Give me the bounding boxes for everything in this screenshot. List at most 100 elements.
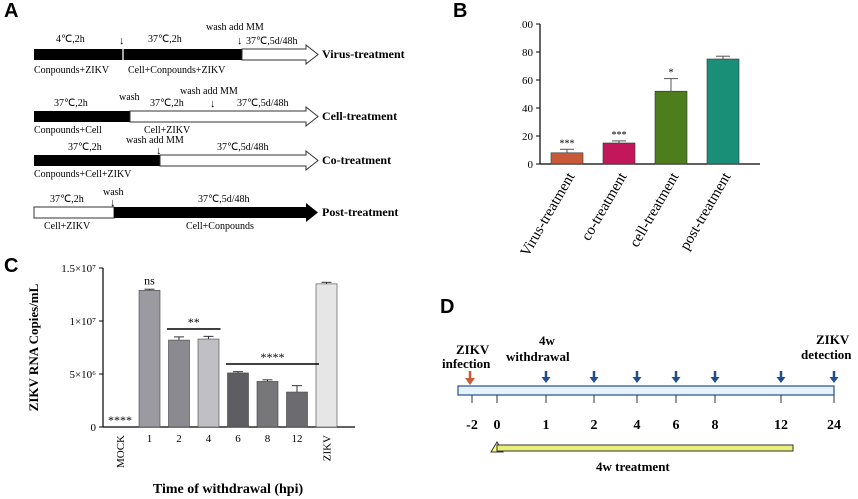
detection-label: ZIKV [816,332,850,347]
x-tick-label: 2 [176,433,182,445]
withdrawal-label: 4w [539,333,556,348]
panel-a-schematic: 4℃,2h ↓ 37℃,2h wash add MM ↓ 37℃,5d/48h … [33,22,405,232]
step-label: 37℃,5d/48h [237,98,289,109]
x-tick-label: cell-treatment [627,169,683,250]
panel-label-a: A [4,0,19,22]
step-label: 37℃,5d/48h [246,36,298,47]
significance-label: ns [144,273,155,287]
bar [550,152,584,165]
below-label: Cell+ZIKV [144,125,191,136]
phase-arrow [129,105,319,128]
step-label: 37℃,2h [150,98,184,109]
x-tick-label: post-treatment [677,169,735,253]
below-label: Conpounds+Cell+ZIKV [34,169,132,180]
x-axis-label: Time of withdrawal (hpi) [153,482,304,497]
y-tick-label: 5×10⁶ [69,369,96,381]
phase-black-bar [34,49,242,60]
timeline-bar [457,385,835,396]
bar [138,289,161,428]
significance-label: *** [612,130,627,141]
withdrawal-label: withdrawal [506,349,570,364]
timeline-tick-label: 0 [494,418,501,433]
step-label: 37℃,2h [50,194,84,205]
row-co-treatment: 37℃,2h wash add MM ↓ 37℃,5d/48h Co-treat… [34,135,391,180]
timeline-tick-label: 4 [634,418,641,433]
y-tick-label: 1×10⁷ [69,316,96,328]
step-label: 37℃,5d/48h [217,142,269,153]
infection-arrow-icon [465,371,475,385]
timeline-tick-label: 1 [543,418,550,433]
below-label: Cell+ZIKV [44,221,91,232]
x-tick-label: co-treatment [579,169,631,243]
down-arrow-icon: ↓ [110,197,116,209]
phase-arrow [241,43,319,66]
down-arrow-icon: ↓ [119,35,125,47]
row-post-treatment: 37℃,2h wash ↓ 37℃,5d/48h Post-treatment … [33,187,398,232]
phase-arrow-head [306,203,318,222]
x-tick-label: Virus-treatment [520,169,579,259]
significance-label: *** [560,138,575,149]
below-label: Cell+Conpounds [186,221,254,232]
down-arrow-icon: ↓ [210,98,216,110]
row-cell-treatment: 37℃,2h wash 37℃,2h wash add MM ↓ 37℃,5d/… [34,86,397,136]
chart-c: 0 5×10⁶ 1×10⁷ 1.5×10⁷ ZIKV RNA Copies/mL Time… [26,263,355,497]
down-arrow-icon: ↓ [237,35,243,47]
x-tick-label: 6 [235,433,241,445]
timeline-tick-label: 8 [712,418,719,433]
row-virus-treatment: 4℃,2h ↓ 37℃,2h wash add MM ↓ 37℃,5d/48h … [34,22,405,76]
y-tick-label: 20 [522,131,534,143]
below-label: Conpounds+ZIKV [34,65,110,76]
panel-d-timeline: ZIKV infection 4w withdrawal ZIKV detect… [442,332,852,474]
panel-label-d: D [440,296,455,318]
below-label: Conpounds+Cell [34,125,102,136]
y-tick-label: 100 [520,19,534,31]
phase-black-bar [114,207,306,218]
y-axis-label: ZIKV RNA Copies/mL [26,283,41,411]
down-arrow-icon [632,371,642,383]
timeline-tick-label: 12 [774,418,788,433]
significance-label: ** [188,315,200,329]
panel-label-b: B [453,0,468,22]
treatment-label: 4w treatment [596,459,670,474]
phase-black-bar [34,155,160,166]
x-tick-label: 12 [292,433,303,445]
chart-b: 020406080100Inhibition of ZIKV virus RNA… [520,19,760,259]
timeline-tick-label: -2 [466,418,478,433]
below-label: Cell+Conpounds+ZIKV [128,65,226,76]
phase-black-bar [34,111,130,122]
infection-label: ZIKV [456,342,490,357]
step-label: wash add MM [206,22,264,33]
y-tick-label: 80 [522,47,534,59]
bar [256,381,279,428]
x-tick-label: ZIKV [322,435,334,461]
step-label: 4℃,2h [56,34,85,45]
step-label: 37℃,2h [68,142,102,153]
treatment-bar [496,444,794,452]
y-tick-label: 1.5×10⁷ [61,263,96,275]
x-tick-label: 1 [147,433,153,445]
down-arrow-icon [589,371,599,383]
timeline-tick-label: 6 [673,418,680,433]
down-arrow-icon [541,371,551,383]
down-arrow-icon [829,371,839,383]
bar [197,338,220,428]
detection-label: detection [801,347,852,362]
down-arrow-icon [776,371,786,383]
panel-label-c: C [4,255,19,277]
x-tick-label: MOCK [115,435,127,468]
y-tick-label: 0 [91,422,97,434]
timeline-tick-label: 24 [827,418,841,433]
bar [654,90,688,165]
step-label: wash add MM [180,86,238,97]
row-name: Cell-treatment [322,109,397,123]
bar [315,283,338,428]
bar [706,58,740,165]
significance-label: **** [108,413,132,427]
wash-label: wash [103,187,124,198]
down-arrow-icon [710,371,720,383]
x-tick-label: 8 [265,433,271,445]
y-tick-label: 40 [522,103,534,115]
phase-white-bar [33,206,115,219]
wash-label: wash [119,92,140,103]
step-label: 37℃,2h [148,34,182,45]
